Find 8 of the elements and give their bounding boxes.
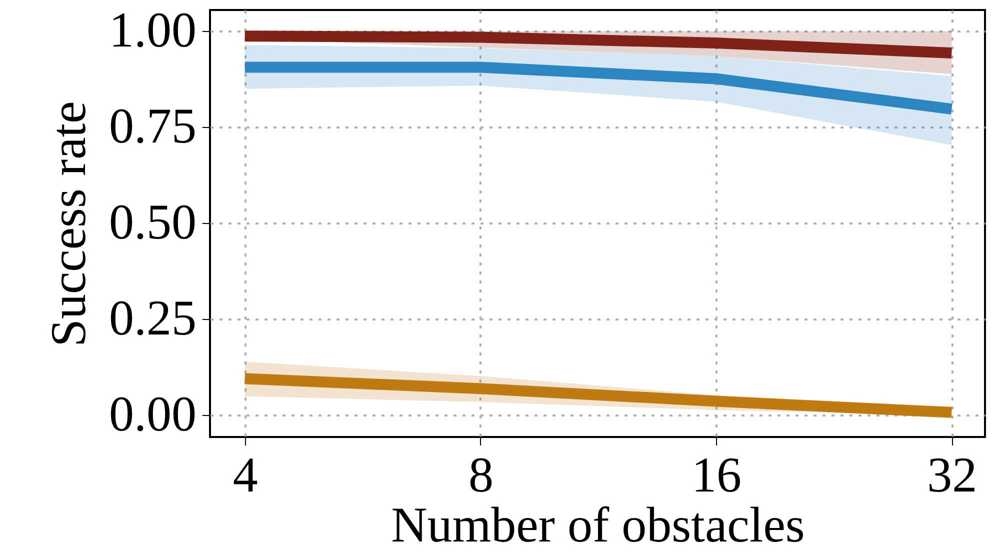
y-tick-label: 0.75 <box>109 98 196 154</box>
y-tick-label: 0.00 <box>109 386 196 442</box>
y-axis-title: Success rate <box>40 101 96 347</box>
x-tick-label: 4 <box>232 446 258 502</box>
x-tick-label: 32 <box>927 446 978 502</box>
y-tick-label: 0.50 <box>109 194 196 250</box>
y-tick-label: 0.25 <box>109 290 196 346</box>
y-tick-label: 1.00 <box>109 2 196 58</box>
